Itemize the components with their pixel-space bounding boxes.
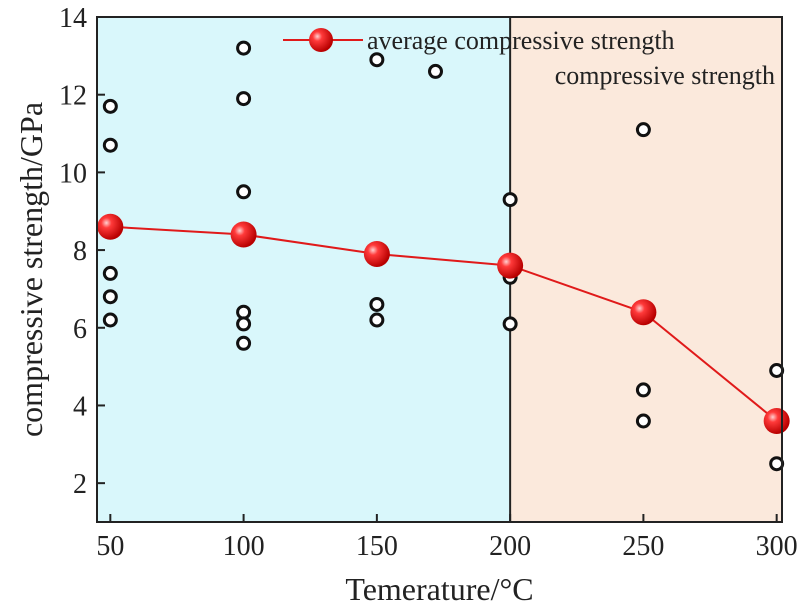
scatter-point	[369, 296, 385, 312]
scatter-point	[369, 52, 385, 68]
y-tick-label: 10	[59, 158, 87, 189]
scatter-point	[236, 91, 252, 107]
average-marker	[497, 252, 524, 279]
average-marker	[97, 213, 124, 240]
scatter-point	[236, 184, 252, 200]
scatter-point	[102, 98, 118, 114]
region-0	[97, 17, 511, 522]
average-marker	[763, 408, 790, 434]
average-marker	[230, 221, 257, 248]
legend: average compressive strength compressive…	[283, 26, 775, 90]
scatter-point	[502, 316, 518, 332]
y-tick-label: 12	[59, 81, 87, 112]
y-tick-label: 8	[73, 236, 87, 267]
scatter-point	[236, 316, 252, 332]
y-tick-label: 14	[59, 3, 87, 34]
x-tick-label: 250	[622, 531, 664, 562]
scatter-point	[236, 40, 252, 56]
scatter-point	[769, 363, 785, 378]
scatter-point	[769, 456, 785, 472]
average-marker	[363, 240, 390, 267]
average-line	[110, 225, 778, 422]
scatter-point	[635, 413, 651, 429]
scatter-point	[635, 122, 651, 138]
scatter-point	[102, 289, 118, 305]
region-1	[510, 17, 782, 522]
scatter-point	[102, 265, 118, 281]
scatter-point	[369, 312, 385, 328]
scatter-point	[102, 312, 118, 328]
legend-average-marker	[309, 28, 333, 52]
x-tick-label: 50	[96, 531, 124, 562]
scatter-point	[428, 63, 444, 79]
average-marker	[630, 299, 657, 326]
x-axis-title: Temerature/°C	[345, 571, 533, 607]
scatter-point	[635, 382, 651, 398]
scatter-point	[502, 192, 518, 208]
y-tick-label: 6	[73, 314, 87, 345]
legend-compressive-label: compressive strength	[555, 61, 775, 90]
y-tick-label: 4	[73, 391, 87, 422]
y-tick-label: 2	[73, 469, 87, 500]
x-tick-label: 300	[756, 531, 798, 562]
x-tick-label: 200	[489, 531, 531, 562]
legend-average-label: average compressive strength	[367, 26, 675, 55]
y-axis-title: compressive strength/GPa	[13, 102, 49, 437]
x-tick-label: 100	[223, 531, 265, 562]
x-tick-label: 150	[356, 531, 398, 562]
scatter-point	[102, 137, 118, 153]
scatter-point	[236, 335, 252, 351]
plot-frame	[96, 16, 783, 523]
